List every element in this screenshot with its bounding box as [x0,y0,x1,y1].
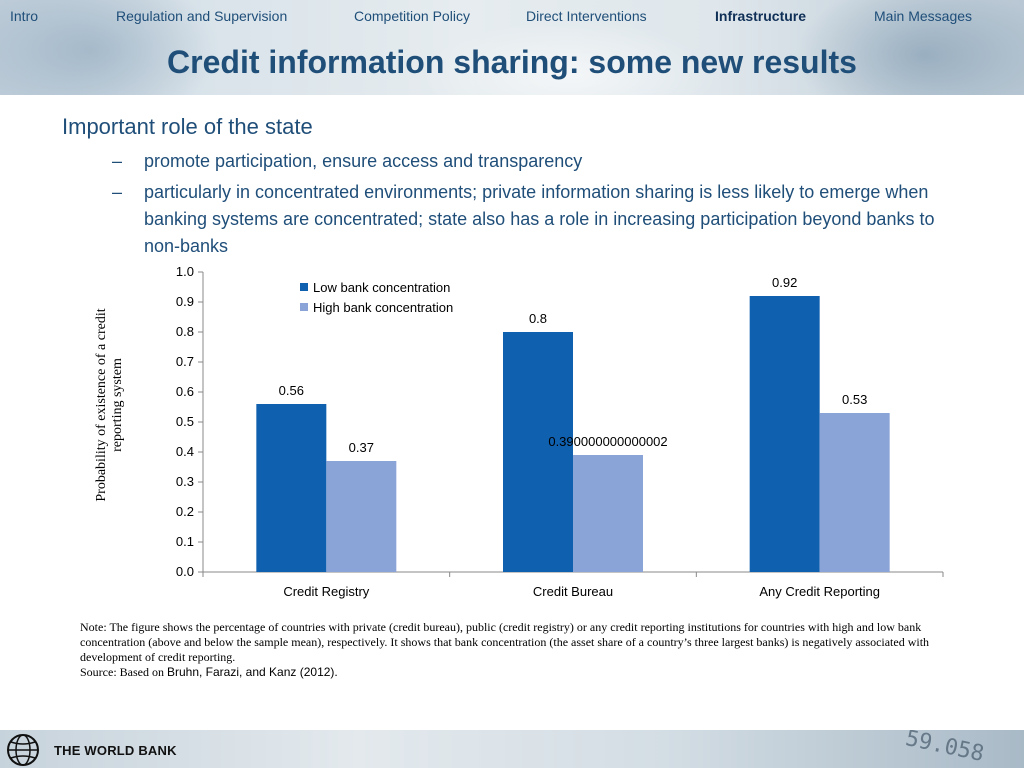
data-label: 0.53 [842,392,867,407]
legend-item-low: Low bank concentration [300,277,453,297]
sub-bullet-text: particularly in concentrated environment… [144,182,935,256]
y-tick-label: 0.9 [176,294,194,309]
nav-item-main-messages[interactable]: Main Messages [874,8,973,24]
sub-bullet-text: promote participation, ensure access and… [144,151,583,171]
top-navigation: Intro Regulation and Supervision Competi… [0,8,1024,28]
footer-background-number: 59.058 [902,730,986,767]
bullet-list: Important role of the state – promote pa… [62,114,962,264]
bar [819,413,890,572]
world-bank-logo-text: THE WORLD BANK [54,742,177,758]
y-tick-label: 0.2 [176,504,194,519]
dash-marker: – [112,151,123,171]
data-label: 0.37 [349,440,374,455]
legend-label-low: Low bank concentration [313,279,451,295]
bar [573,455,643,572]
y-tick-label: 0.4 [176,444,194,459]
footer-band: 59.058 [0,730,1024,768]
globe-icon [7,734,39,766]
note-text: Note: The figure shows the percentage of… [80,620,930,664]
nav-item-competition-policy[interactable]: Competition Policy [354,8,470,24]
legend-swatch-low [300,283,308,291]
y-tick-label: 0.3 [176,474,194,489]
source-citation: Bruhn, Farazi, and Kanz (2012). [166,665,338,679]
nav-item-regulation-supervision[interactable]: Regulation and Supervision [116,8,288,24]
y-tick-label: 0.0 [176,564,194,579]
sub-bullet: – promote participation, ensure access a… [62,148,962,175]
data-label: 0.390000000000002 [548,434,667,449]
header-band [0,0,1024,95]
world-bank-logo: THE WORLD BANK [6,733,177,767]
y-tick-label: 0.7 [176,354,194,369]
legend-label-high: High bank concentration [313,299,454,315]
y-tick-label: 1.0 [176,264,194,279]
bullet-main: Important role of the state [62,114,313,139]
legend-item-high: High bank concentration [300,297,453,317]
nav-item-direct-interventions[interactable]: Direct Interventions [526,8,647,24]
data-label: 0.56 [279,383,304,398]
bar [256,404,327,572]
slide-title: Credit information sharing: some new res… [167,44,857,80]
figure-note: Note: The figure shows the percentage of… [80,620,940,680]
y-tick-label: 0.5 [176,414,194,429]
bar [326,461,397,572]
dash-marker: – [112,182,123,202]
legend-swatch-high [300,303,308,311]
nav-item-intro[interactable]: Intro [10,8,39,24]
bar [749,296,820,572]
x-tick-label: Credit Registry [283,584,369,599]
sub-bullet: – particularly in concentrated environme… [62,179,962,260]
x-tick-label: Any Credit Reporting [759,584,880,599]
y-tick-label: 0.6 [176,384,194,399]
nav-item-infrastructure[interactable]: Infrastructure [715,8,807,24]
data-label: 0.92 [772,275,797,290]
bar [503,332,573,572]
y-tick-label: 0.1 [176,534,194,549]
x-tick-label: Credit Bureau [533,584,613,599]
note-source: Source: Based on Bruhn, Farazi, and Kanz… [80,665,940,680]
y-tick-label: 0.8 [176,324,194,339]
data-label: 0.8 [529,311,547,326]
chart-legend: Low bank concentration High bank concent… [300,277,453,317]
source-prefix: Source: Based on [80,665,164,679]
